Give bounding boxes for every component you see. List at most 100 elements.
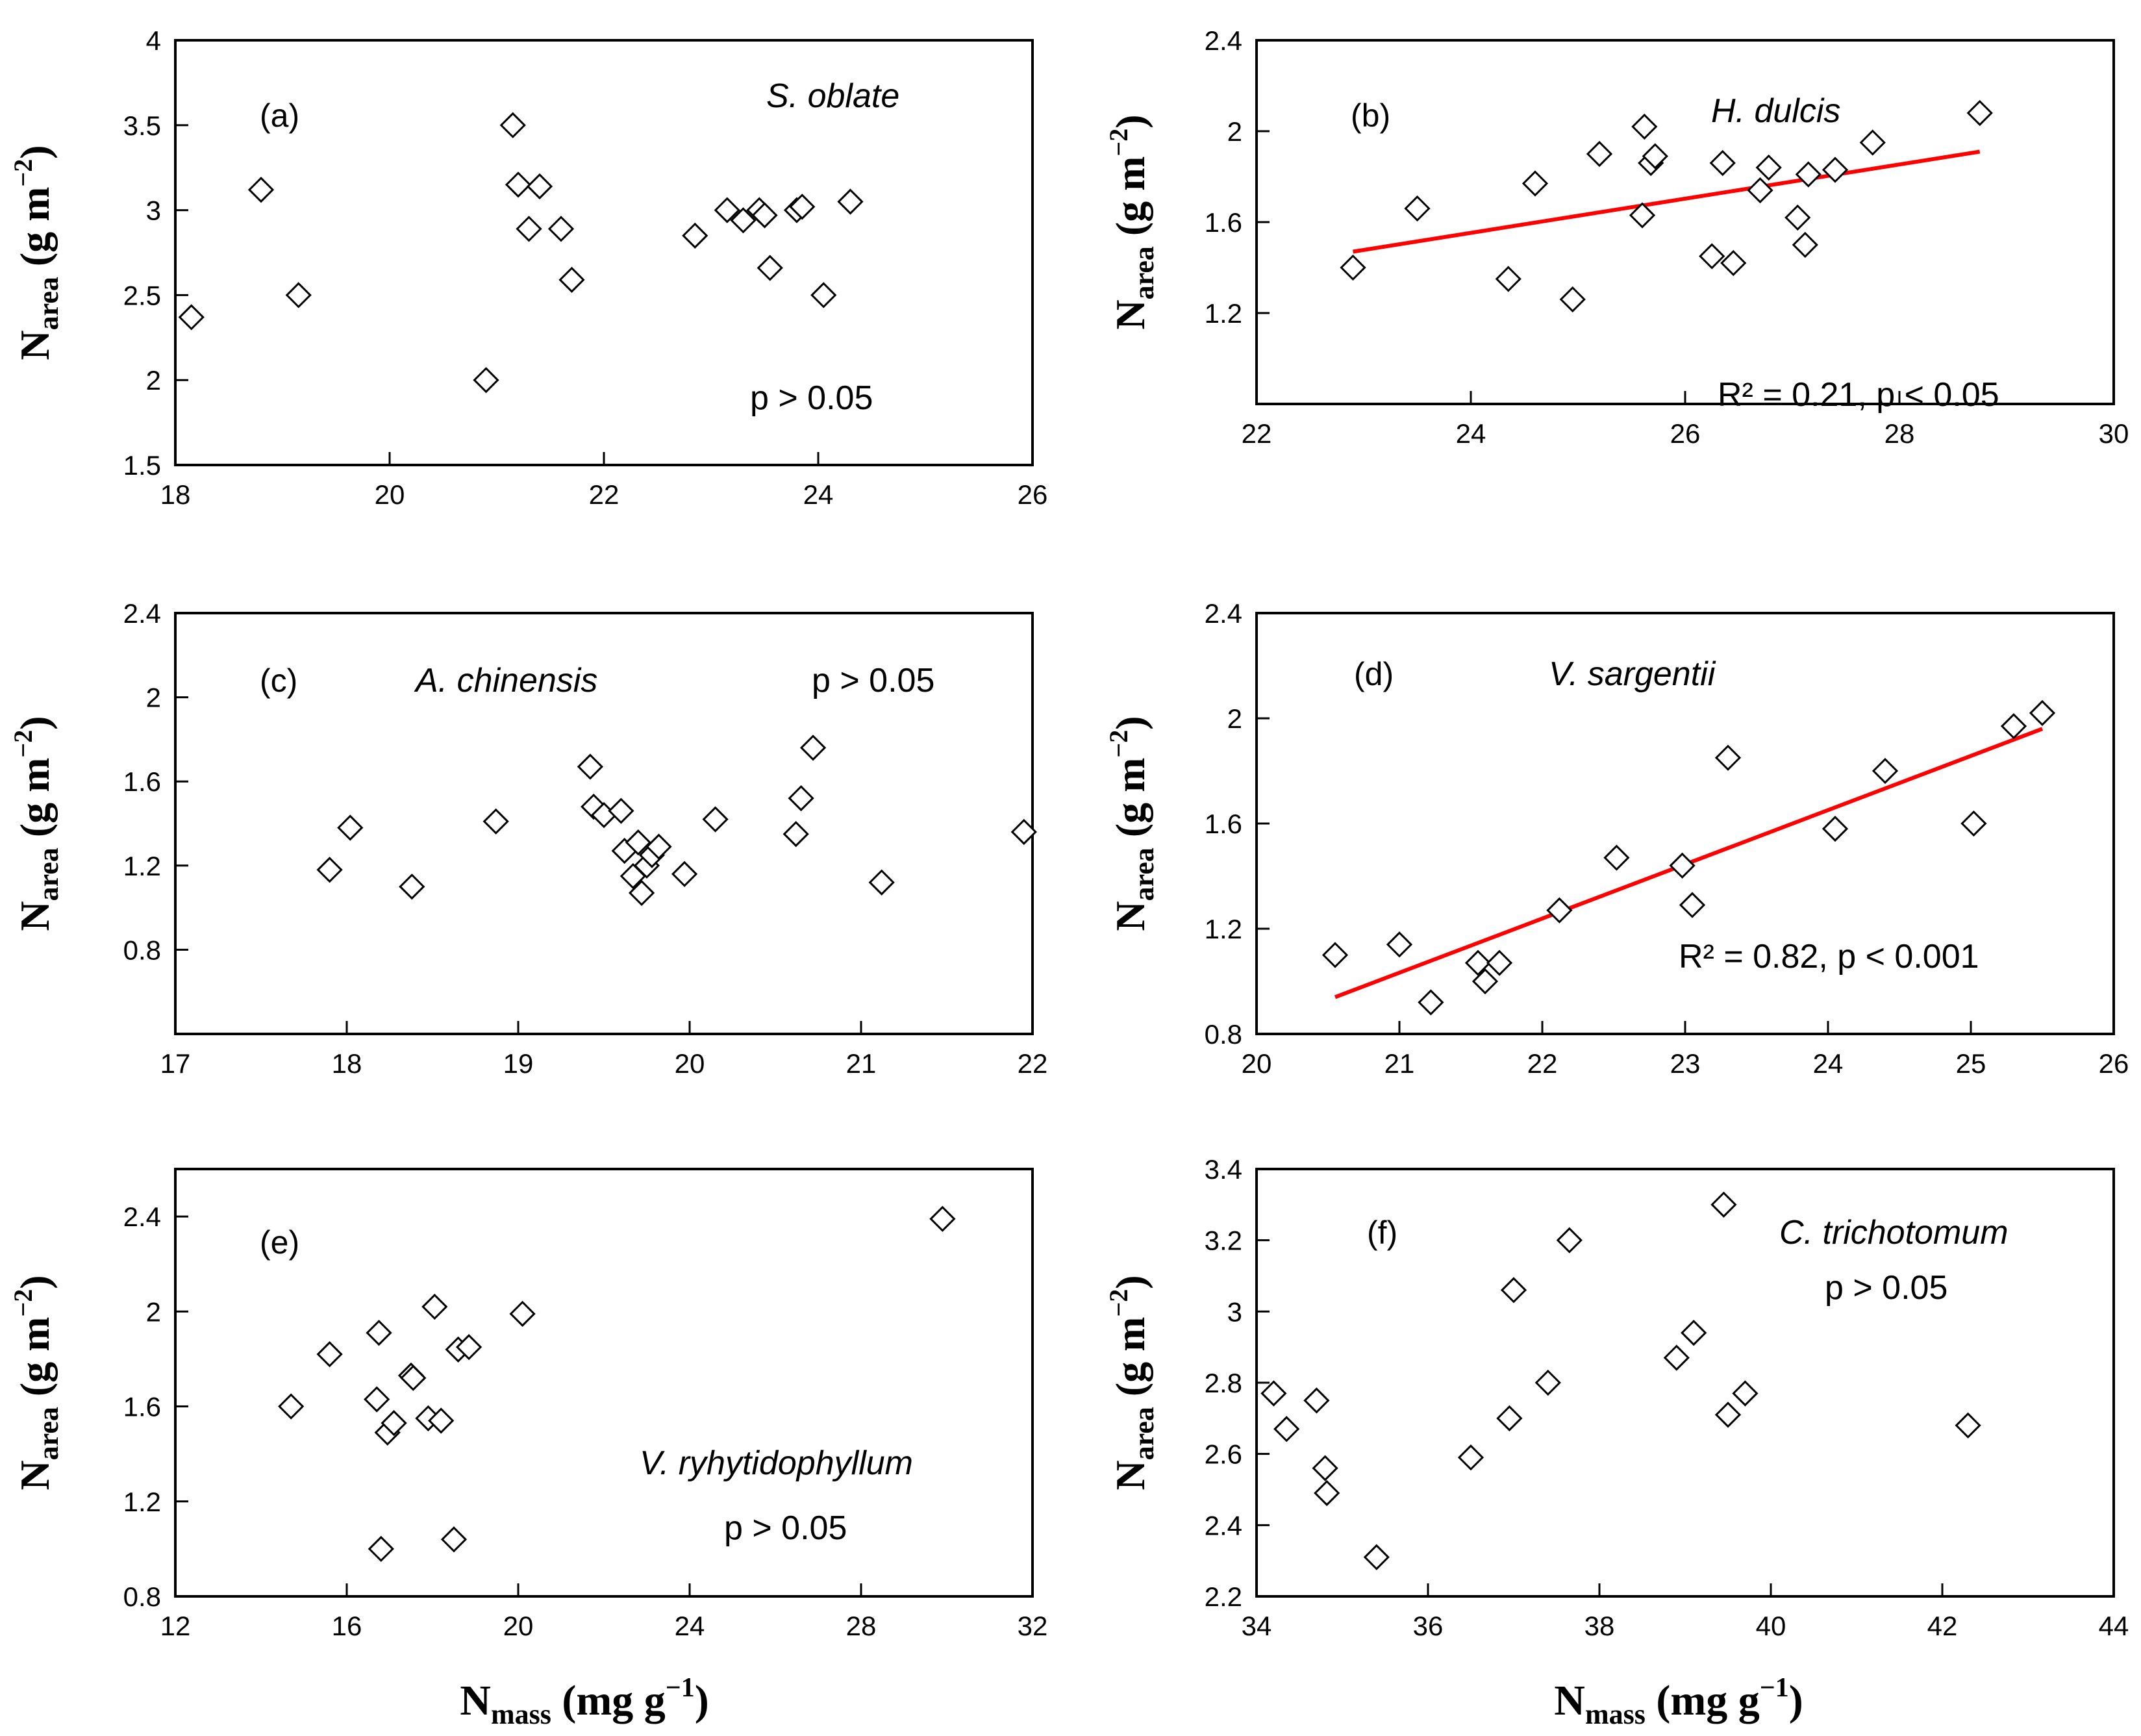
x-tick-label-e: 28 xyxy=(846,1611,877,1641)
x-tick-label-b: 28 xyxy=(1884,418,1915,449)
data-point-c xyxy=(608,798,634,824)
data-point-a xyxy=(757,255,783,281)
data-point-b xyxy=(1792,231,1818,258)
data-point-f xyxy=(1534,1369,1561,1396)
y-tick-label-f: 2.2 xyxy=(1205,1581,1242,1612)
data-point-c xyxy=(1010,818,1037,846)
y-tick-label-b: 1.2 xyxy=(1205,298,1242,329)
y-tick-label-d: 2.4 xyxy=(1205,598,1242,629)
data-point-b xyxy=(1629,202,1656,229)
stat-annotation-f: p > 0.05 xyxy=(1825,1269,1947,1307)
x-tick-label-a: 18 xyxy=(160,479,191,510)
x-tick-label-a: 20 xyxy=(375,479,405,510)
data-point-f xyxy=(1714,1402,1742,1428)
panel-c: 17 18 19 20 21 22 0.8 1.2 1.6 2 2.4 (c) A. chinensis… xyxy=(8,598,1047,1079)
trendline-b xyxy=(1353,149,1981,254)
data-point-a xyxy=(178,304,205,331)
data-point-b xyxy=(1699,243,1725,270)
x-tick-label-f: 36 xyxy=(1413,1611,1444,1641)
y-tick-label-a: 3 xyxy=(146,195,161,226)
data-point-b xyxy=(1822,157,1849,183)
species-name-c: A. chinensis xyxy=(414,662,597,699)
data-point-c xyxy=(645,833,672,860)
panel-label-c: (c) xyxy=(260,662,297,699)
y-axis-title-d: Narea (g m−2) xyxy=(1104,716,1160,931)
x-tick-label-f: 44 xyxy=(2099,1611,2129,1641)
data-point-a xyxy=(473,367,499,394)
data-point-f xyxy=(1955,1412,1981,1439)
species-name-b: H. dulcis xyxy=(1711,92,1840,130)
x-tick-label-a: 26 xyxy=(1018,479,1048,510)
data-point-c xyxy=(868,869,895,896)
stat-annotation-c: p > 0.05 xyxy=(812,662,934,699)
data-point-e xyxy=(428,1407,455,1434)
data-point-b xyxy=(1784,204,1811,231)
y-tick-label-a: 4 xyxy=(146,25,161,56)
x-tick-label-b: 22 xyxy=(1242,418,1272,449)
x-tick-label-c: 18 xyxy=(332,1048,362,1079)
y-tick-label-a: 1.5 xyxy=(123,450,161,481)
data-point-c xyxy=(788,785,814,812)
data-point-d xyxy=(2000,713,2027,740)
x-tick-label-b: 24 xyxy=(1456,418,1486,449)
panel-label-a: (a) xyxy=(260,97,299,134)
x-tick-label-a: 24 xyxy=(803,479,834,510)
y-tick-label-e: 2 xyxy=(146,1296,161,1327)
data-point-b xyxy=(1340,254,1366,281)
data-point-d xyxy=(1872,757,1899,785)
x-tick-label-e: 24 xyxy=(675,1611,705,1641)
plot-frame-b xyxy=(1255,39,2115,405)
data-point-d xyxy=(1714,744,1742,771)
data-point-e xyxy=(400,1365,427,1391)
data-point-a xyxy=(714,197,740,223)
stat-annotation-b: R² = 0.21, p < 0.05 xyxy=(1718,376,1999,414)
x-tick-label-d: 25 xyxy=(1956,1048,1986,1079)
y-axis-title-b: Narea (g m−2) xyxy=(1104,114,1160,329)
y-tick-label-b: 1.6 xyxy=(1205,207,1242,238)
y-tick-label-d: 0.8 xyxy=(1205,1019,1242,1050)
x-tick-label-c: 20 xyxy=(675,1048,705,1079)
data-point-e xyxy=(278,1393,305,1420)
panel-e: 12 16 20 24 28 32 0.8 1.2 1.6 2 2.4 (e) V. ryhytidop… xyxy=(8,1168,1048,1641)
data-point-b xyxy=(1859,129,1886,156)
data-point-a xyxy=(285,282,312,308)
y-axis-title-c: Narea (g m−2) xyxy=(8,716,64,931)
y-tick-label-f: 2.8 xyxy=(1205,1368,1242,1398)
x-tick-label-e: 32 xyxy=(1018,1611,1048,1641)
y-tick-label-d: 1.6 xyxy=(1205,809,1242,839)
data-point-c xyxy=(628,879,655,907)
y-tick-label-f: 3.4 xyxy=(1205,1154,1242,1185)
stat-annotation-a: p > 0.05 xyxy=(750,379,873,417)
data-point-f xyxy=(1556,1227,1583,1253)
data-point-f xyxy=(1663,1344,1690,1371)
data-point-c xyxy=(799,735,827,761)
data-point-d xyxy=(1669,852,1696,879)
panel-a: 18 20 22 24 26 1.5 2 2.5 3 3.5 4 (a) S. oblate p > 0.… xyxy=(8,25,1047,510)
y-tick-label-d: 1.2 xyxy=(1205,914,1242,944)
x-tick-label-c: 19 xyxy=(503,1048,534,1079)
data-point-a xyxy=(810,282,837,308)
data-point-e xyxy=(929,1205,956,1232)
data-point-a xyxy=(751,202,778,229)
data-point-e xyxy=(366,1320,392,1346)
y-tick-label-c: 1.6 xyxy=(123,766,161,797)
species-name-f: C. trichotomum xyxy=(1779,1214,2009,1252)
x-tick-label-f: 34 xyxy=(1242,1611,1272,1641)
data-point-a xyxy=(547,216,575,242)
x-tick-label-a: 22 xyxy=(589,479,620,510)
data-point-c xyxy=(399,874,425,900)
panel-label-d: (d) xyxy=(1354,656,1394,692)
data-point-f xyxy=(1273,1416,1300,1442)
x-tick-label-c: 17 xyxy=(160,1048,191,1079)
data-point-d xyxy=(1822,815,1849,842)
data-point-b xyxy=(1709,149,1736,177)
x-tick-label-f: 38 xyxy=(1584,1611,1615,1641)
x-tick-label-d: 20 xyxy=(1242,1048,1272,1079)
data-point-b xyxy=(1795,161,1822,188)
data-point-d xyxy=(1471,968,1499,995)
data-point-f xyxy=(1312,1455,1338,1481)
data-point-f xyxy=(1496,1405,1523,1431)
data-point-c xyxy=(316,857,343,883)
x-tick-label-d: 22 xyxy=(1527,1048,1558,1079)
